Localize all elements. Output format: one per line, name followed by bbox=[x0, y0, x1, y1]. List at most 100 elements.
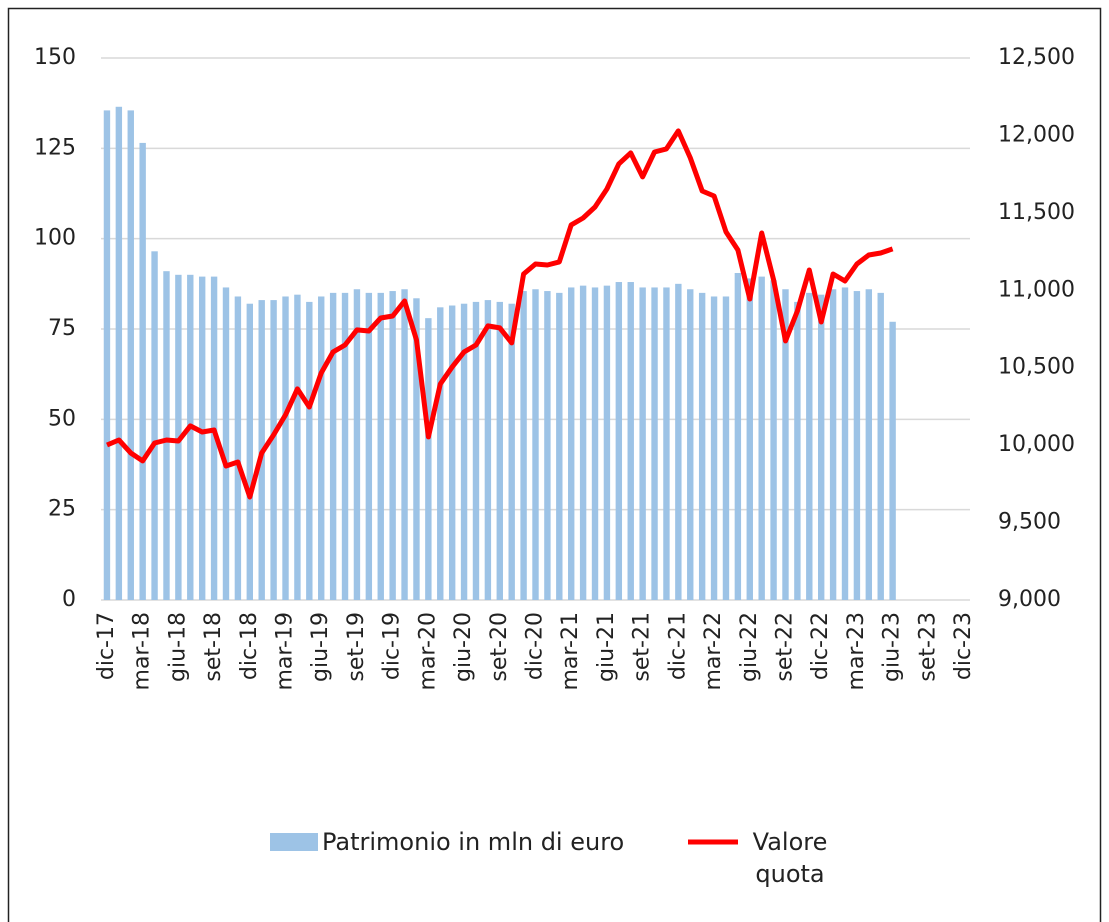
bar bbox=[603, 285, 611, 600]
bar bbox=[401, 289, 408, 600]
bar bbox=[222, 287, 230, 600]
bars bbox=[103, 106, 896, 600]
bar bbox=[496, 301, 503, 600]
bar bbox=[127, 110, 134, 600]
bar bbox=[663, 287, 670, 600]
y-tick-label: 75 bbox=[48, 316, 76, 341]
bar bbox=[151, 251, 158, 600]
bar bbox=[246, 303, 254, 600]
x-tick-label: mar-18 bbox=[130, 612, 155, 690]
y2-tick-label: 12,000 bbox=[998, 122, 1075, 147]
bar bbox=[115, 106, 123, 600]
legend-label: Patrimonio in mln di euro bbox=[322, 828, 624, 856]
x-tick-label: giu-18 bbox=[165, 612, 190, 682]
bar bbox=[520, 291, 527, 600]
x-tick-label: giu-21 bbox=[594, 612, 619, 682]
x-tick-label: giu-23 bbox=[880, 612, 905, 682]
bar bbox=[389, 291, 396, 600]
bar bbox=[865, 289, 873, 600]
bar bbox=[794, 301, 801, 600]
lines bbox=[106, 128, 894, 500]
bar bbox=[329, 292, 337, 600]
y-tick-label: 125 bbox=[34, 135, 76, 160]
bar bbox=[579, 285, 587, 600]
x-tick-label: set-19 bbox=[344, 612, 369, 682]
bar bbox=[746, 278, 753, 600]
bar bbox=[103, 110, 111, 600]
y-tick-label: 150 bbox=[34, 45, 76, 70]
x-tick-label: set-23 bbox=[915, 612, 940, 682]
bar bbox=[568, 287, 575, 600]
bar bbox=[889, 321, 896, 600]
bar bbox=[639, 287, 646, 600]
y-tick-label: 25 bbox=[48, 497, 76, 522]
bar bbox=[187, 274, 194, 600]
x-tick-label: giu-22 bbox=[737, 612, 762, 682]
x-tick-label: set-18 bbox=[201, 612, 226, 682]
x-tick-label: dic-17 bbox=[94, 612, 119, 680]
x-tick-label: giu-19 bbox=[308, 612, 333, 682]
bar bbox=[853, 291, 861, 600]
bar bbox=[413, 298, 420, 600]
bar bbox=[627, 282, 634, 600]
bar bbox=[770, 280, 777, 600]
bar bbox=[758, 276, 765, 600]
bar bbox=[234, 296, 242, 600]
line bbox=[106, 128, 894, 500]
bar bbox=[460, 303, 468, 600]
bar bbox=[615, 282, 623, 600]
bar bbox=[806, 292, 813, 600]
bar bbox=[163, 271, 170, 600]
bar bbox=[139, 142, 146, 600]
legend-swatch-bar bbox=[270, 833, 318, 851]
y-tick-label: 50 bbox=[48, 406, 76, 431]
x-tick-label: mar-21 bbox=[558, 612, 583, 690]
bar bbox=[437, 307, 444, 600]
bar bbox=[651, 287, 658, 600]
y2-tick-label: 10,000 bbox=[998, 432, 1075, 457]
y2-tick-label: 9,000 bbox=[998, 587, 1061, 612]
y2-tick-label: 11,500 bbox=[998, 200, 1075, 225]
bar bbox=[544, 291, 551, 600]
bar bbox=[556, 292, 563, 600]
bar bbox=[448, 305, 456, 600]
bar bbox=[591, 287, 599, 600]
x-tick-label: set-20 bbox=[487, 612, 512, 682]
bar bbox=[508, 303, 515, 600]
y2-tick-label: 10,500 bbox=[998, 355, 1075, 380]
bar bbox=[782, 289, 789, 600]
bar bbox=[306, 301, 313, 600]
bar bbox=[318, 296, 325, 600]
x-tick-label: set-21 bbox=[630, 612, 655, 682]
y2-tick-label: 12,500 bbox=[998, 45, 1075, 70]
x-tick-label: mar-20 bbox=[415, 612, 440, 690]
bar bbox=[294, 294, 301, 600]
bar bbox=[734, 272, 742, 600]
x-tick-label: dic-21 bbox=[665, 612, 690, 680]
y2-tick-label: 11,000 bbox=[998, 277, 1075, 302]
bar bbox=[817, 294, 825, 600]
x-tick-label: giu-20 bbox=[451, 612, 476, 682]
legend-label: Valore quota bbox=[752, 828, 828, 888]
bar bbox=[198, 276, 206, 600]
bar bbox=[353, 289, 361, 600]
chart-border bbox=[7, 7, 1102, 922]
bar bbox=[282, 296, 289, 600]
y2-tick-label: 9,500 bbox=[998, 510, 1061, 535]
bar bbox=[425, 318, 432, 600]
x-tick-label: mar-22 bbox=[701, 612, 726, 690]
x-tick-label: mar-19 bbox=[273, 612, 298, 690]
bar bbox=[841, 287, 849, 600]
x-tick-label: dic-23 bbox=[951, 612, 976, 680]
bar bbox=[687, 289, 694, 600]
x-tick-label: dic-19 bbox=[380, 612, 405, 680]
bar bbox=[341, 292, 349, 600]
bar bbox=[877, 292, 884, 600]
bar bbox=[710, 296, 718, 600]
bar bbox=[698, 292, 706, 600]
bar bbox=[472, 301, 480, 600]
bar bbox=[210, 276, 218, 600]
labels: 0 25 50 75 100 125 150 9,000 9,500 10,000 10,500 11… bbox=[34, 45, 1075, 690]
